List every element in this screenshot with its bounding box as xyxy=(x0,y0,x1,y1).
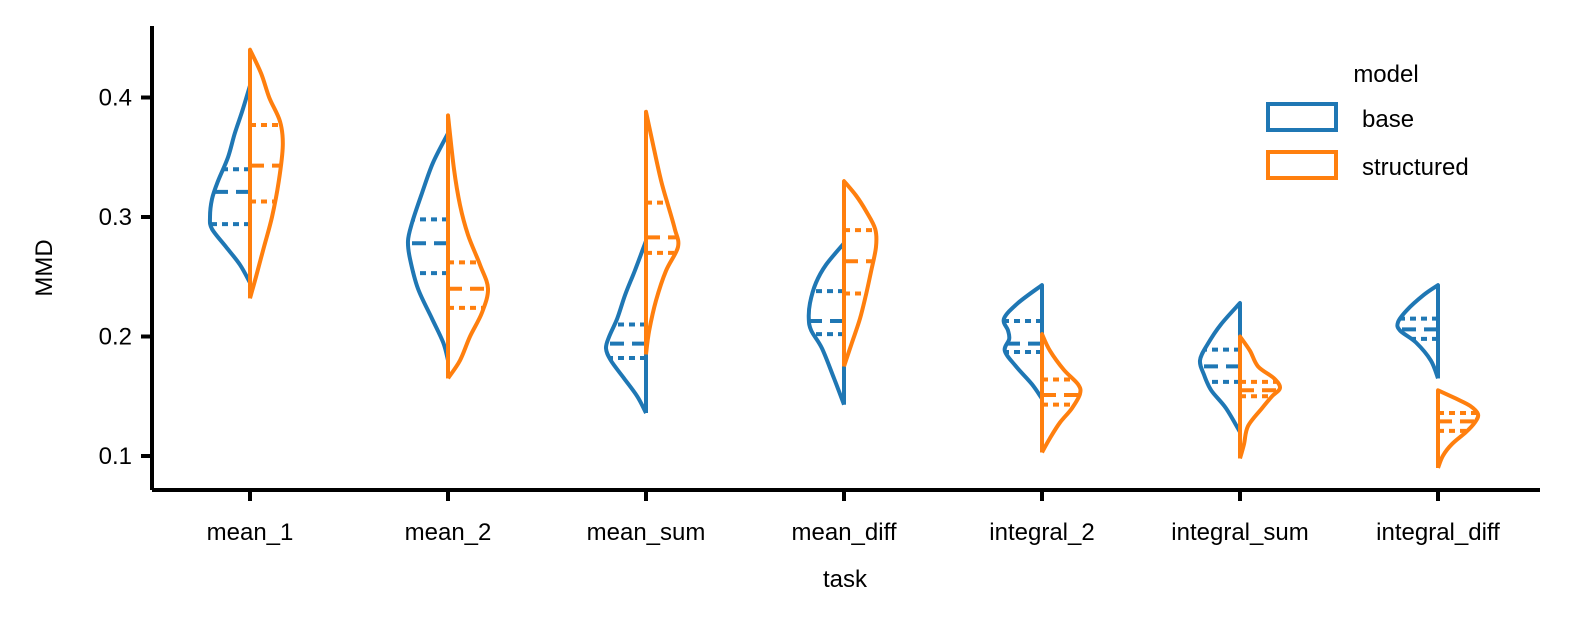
y-tick-label: 0.2 xyxy=(99,324,132,351)
legend-swatch-base xyxy=(1266,102,1338,132)
violin-half-base xyxy=(1001,283,1044,400)
plot-area xyxy=(207,47,1481,469)
violin-structured-mean_sum xyxy=(644,109,681,355)
y-tick-label: 0.4 xyxy=(99,85,132,112)
y-tick-label: 0.1 xyxy=(99,443,132,470)
legend-title: model xyxy=(1353,61,1418,88)
violin-base-integral_diff xyxy=(1395,283,1440,380)
violin-half-base xyxy=(405,131,450,361)
legend: model base structured xyxy=(1266,61,1469,181)
violin-structured-integral_2 xyxy=(1040,332,1083,454)
violin-half-structured xyxy=(842,179,879,368)
x-axis-label: task xyxy=(823,566,868,593)
y-axis-label: MMD xyxy=(31,239,58,296)
x-tick-label: mean_2 xyxy=(405,519,492,546)
y-axis: 0.1 0.2 0.3 0.4 xyxy=(99,26,154,490)
violin-half-base xyxy=(1395,283,1440,380)
x-tick-label: integral_diff xyxy=(1376,519,1500,546)
violin-half-structured xyxy=(446,113,491,380)
violin-half-base xyxy=(806,241,846,406)
violin-base-integral_sum xyxy=(1197,301,1242,434)
violin-structured-mean_diff xyxy=(842,179,879,368)
violin-base-integral_2 xyxy=(1001,283,1044,400)
violin-base-mean_2 xyxy=(405,131,450,361)
x-axis: mean_1 mean_2 mean_sum mean_diff integral_2 i… xyxy=(152,488,1540,546)
violin-half-structured xyxy=(1436,388,1481,469)
violin-half-structured xyxy=(644,109,681,355)
x-tick-label: mean_diff xyxy=(792,519,897,546)
violin-base-mean_diff xyxy=(806,241,846,406)
violin-base-mean_sum xyxy=(603,238,648,414)
violin-structured-integral_diff xyxy=(1436,388,1481,469)
legend-label-base: base xyxy=(1362,106,1414,133)
violin-half-structured xyxy=(248,47,285,299)
violin-base-mean_1 xyxy=(207,83,252,284)
x-tick-label: mean_sum xyxy=(587,519,706,546)
violin-half-base xyxy=(603,238,648,414)
x-tick-label: mean_1 xyxy=(207,519,294,546)
x-tick-label: integral_2 xyxy=(989,519,1094,546)
y-tick-label: 0.3 xyxy=(99,204,132,231)
violin-structured-integral_sum xyxy=(1238,334,1283,459)
violin-half-structured xyxy=(1238,334,1283,459)
violin-half-structured xyxy=(1040,332,1083,454)
violin-structured-mean_2 xyxy=(446,113,491,380)
violin-half-base xyxy=(207,83,252,284)
x-tick-label: integral_sum xyxy=(1171,519,1308,546)
violin-half-base xyxy=(1197,301,1242,434)
legend-label-structured: structured xyxy=(1362,154,1469,181)
legend-swatch-structured xyxy=(1266,150,1338,180)
violin-structured-mean_1 xyxy=(248,47,285,299)
